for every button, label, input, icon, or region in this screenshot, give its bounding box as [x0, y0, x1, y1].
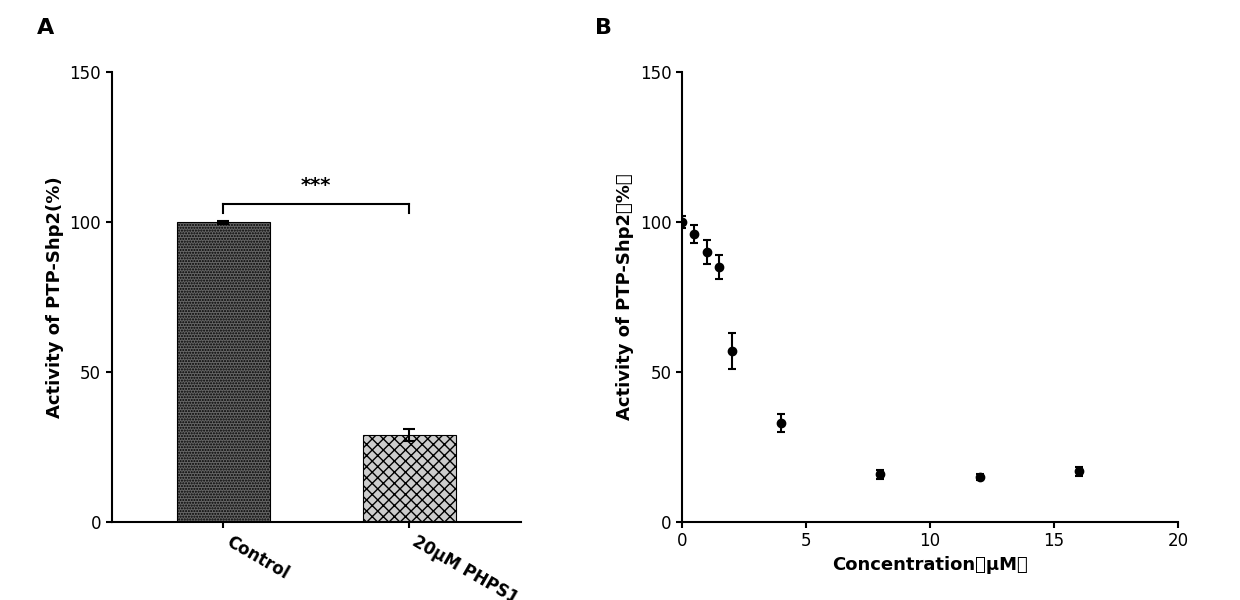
Text: B: B	[595, 18, 613, 38]
Bar	[363, 435, 456, 522]
Y-axis label: Activity of PTP-Shp2（%）: Activity of PTP-Shp2（%）	[616, 173, 635, 421]
Bar	[176, 222, 270, 522]
Text: ***: ***	[301, 176, 331, 195]
Text: A: A	[37, 18, 55, 38]
Y-axis label: Activity of PTP-Shp2(%): Activity of PTP-Shp2(%)	[46, 176, 64, 418]
X-axis label: Concentration（μM）: Concentration（μM）	[832, 556, 1028, 574]
